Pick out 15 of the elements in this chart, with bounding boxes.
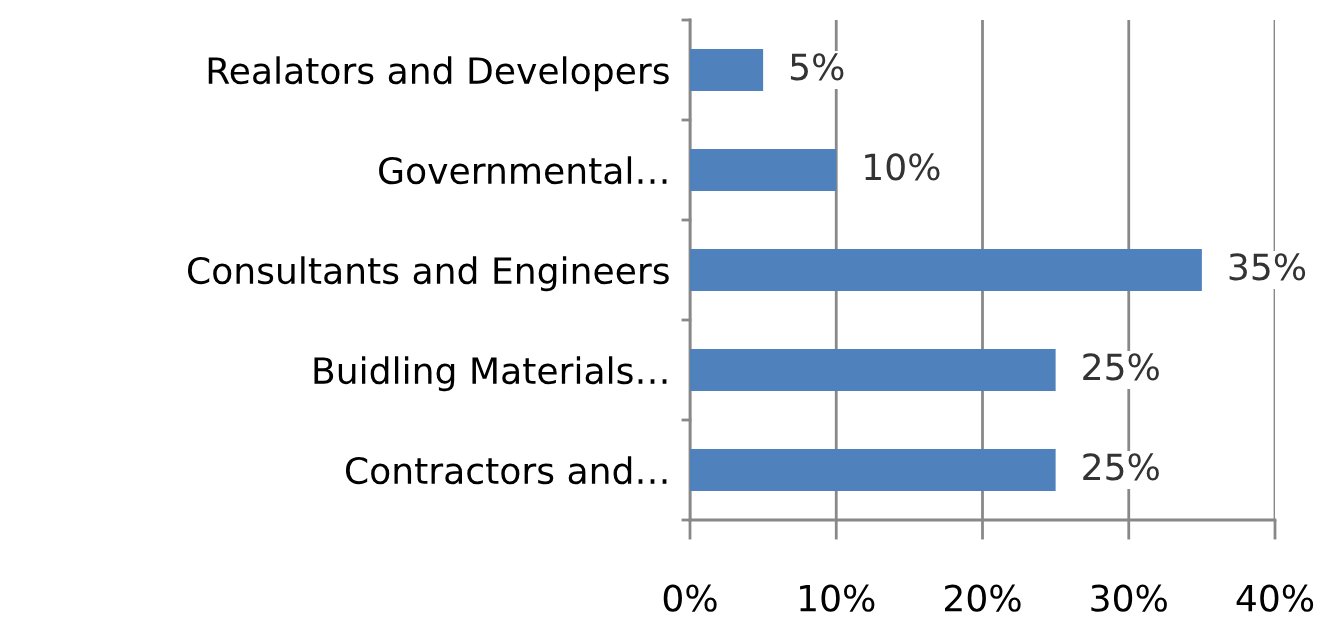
data-label: 5% <box>790 53 844 81</box>
x-tick-label: 20% <box>945 584 1021 612</box>
y-tick-label: Consultants and Engineers <box>187 256 669 292</box>
y-tick-label: Contractors and… <box>345 456 667 485</box>
x-tick-label: 40% <box>1236 584 1314 612</box>
x-tick-label: 30% <box>1091 584 1167 612</box>
x-tick-label: 0% <box>663 584 717 612</box>
y-tick-label: Buidling Materials… <box>314 356 667 392</box>
y-tick-label: Realators and Developers <box>208 56 669 92</box>
data-label: 10% <box>865 153 940 181</box>
data-label: 25% <box>1083 353 1159 381</box>
data-label: 35% <box>1229 253 1306 281</box>
x-tick-label: 10% <box>800 584 875 612</box>
y-tick-label: Governmental… <box>379 156 667 185</box>
data-label: 25% <box>1083 453 1159 481</box>
